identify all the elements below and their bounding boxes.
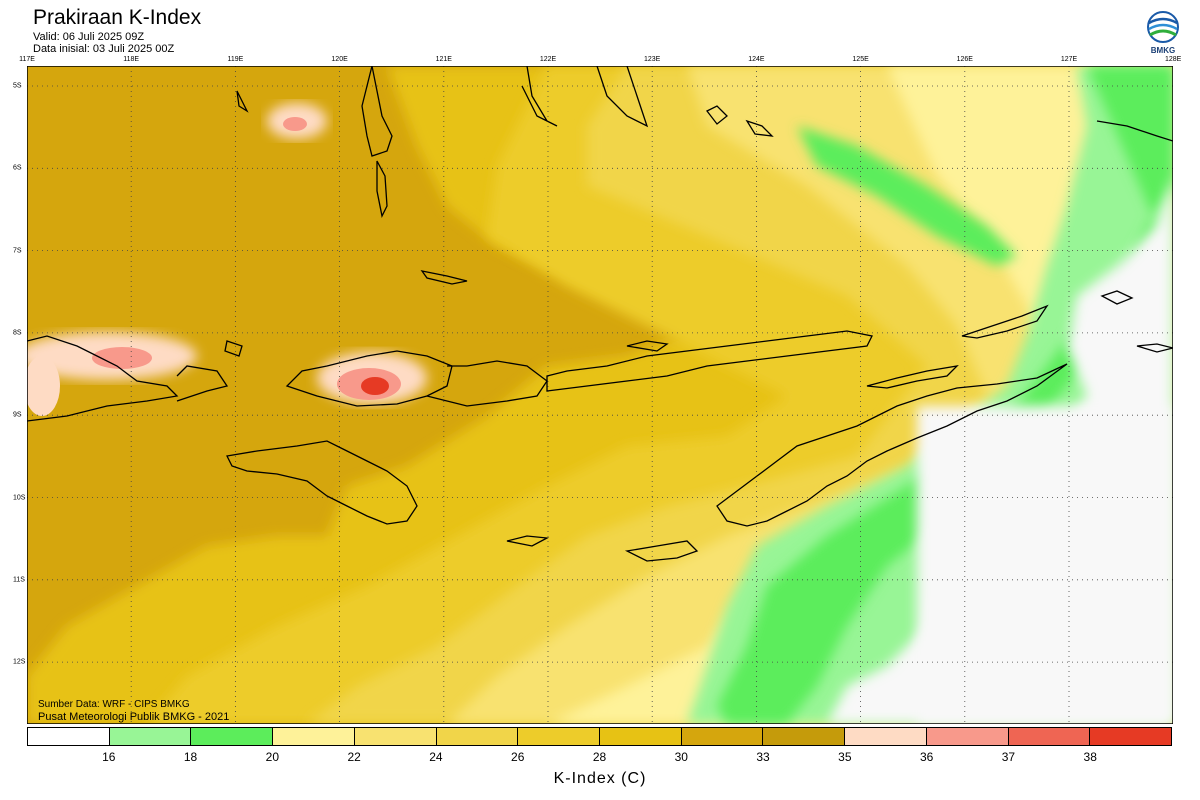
colorbar-segment — [681, 728, 764, 745]
colorbar-segment — [191, 728, 274, 745]
colorbar-title: K-Index (C) — [553, 770, 647, 787]
colorbar-tick-label: 28 — [592, 750, 607, 764]
warm-patch-west-core — [92, 347, 152, 369]
colorbar-segment — [518, 728, 601, 745]
colorbar-tick-label: 24 — [429, 750, 443, 764]
colorbar-tick-label: 18 — [183, 750, 198, 764]
page-title: Prakiraan K-Index — [33, 6, 202, 29]
colorbar-segment — [1008, 728, 1091, 745]
field-band-low-core — [917, 406, 1173, 724]
colorbar-tick-label: 16 — [102, 750, 116, 764]
longitude-tick-label: 125E — [852, 56, 869, 63]
warm-patch-west-edge — [27, 356, 60, 416]
longitude-tick-label: 124E — [748, 56, 765, 63]
latitude-tick-label: 6S — [13, 164, 22, 172]
warm-patch-central-core — [361, 377, 389, 395]
longitude-tick-label: 127E — [1060, 56, 1078, 63]
longitude-tick-label: 123E — [644, 56, 661, 63]
colorbar-tick-label: 33 — [756, 750, 770, 764]
longitude-tick-label: 128E — [1165, 56, 1182, 63]
longitude-tick-label: 120E — [331, 56, 348, 63]
colorbar-tick-label: 30 — [674, 750, 688, 764]
longitude-tick-label: 117E — [19, 56, 35, 63]
data-source: Sumber Data: WRF - CIPS BMKG — [38, 699, 190, 710]
longitude-tick-label: 118E — [123, 56, 140, 63]
colorbar-tick-label: 36 — [919, 750, 934, 764]
graticule — [27, 66, 1173, 724]
latitude-tick-label: 7S — [13, 247, 22, 255]
colorbar-segment — [845, 728, 927, 745]
bmkg-logo-icon: BMKG — [1143, 10, 1183, 56]
colorbar-segment — [354, 728, 437, 745]
longitude-tick-label: 121E — [435, 56, 452, 63]
latitude-tick-label: 9S — [13, 411, 22, 419]
init-time: Data inisial: 03 Juli 2025 00Z — [33, 43, 175, 55]
latitude-tick-label: 8S — [13, 329, 22, 337]
latitude-tick-label: 11S — [13, 576, 25, 584]
field-band-18 — [717, 66, 1173, 724]
colorbar-tick-label: 35 — [838, 750, 852, 764]
colorbar-tick-label: 37 — [1001, 750, 1016, 764]
coastlines — [27, 66, 1173, 562]
longitude-tick-label: 119E — [227, 56, 244, 63]
colorbar-segment — [600, 728, 682, 745]
longitude-tick-label: 126E — [956, 56, 973, 63]
latitude-tick-label: 12S — [13, 658, 26, 666]
k-index-map — [27, 66, 1173, 724]
field-streak — [797, 126, 1017, 266]
longitude-tick-label: 122E — [539, 56, 557, 63]
colorbar-tick-label: 22 — [347, 750, 361, 764]
colorbar-segment — [1090, 728, 1172, 745]
colorbar-segment — [763, 728, 846, 745]
colorbar-segment — [109, 728, 192, 745]
colorbar-tick-label: 38 — [1083, 750, 1097, 764]
colorbar-tick-label: 20 — [265, 750, 280, 764]
valid-time: Valid: 06 Juli 2025 09Z — [33, 31, 145, 43]
colorbar-segment — [926, 728, 1009, 745]
latitude-tick-label: 5S — [13, 82, 22, 90]
warm-patch-north-core — [283, 117, 307, 131]
colorbar — [27, 727, 1172, 746]
publisher-credit: Pusat Meteorologi Publik BMKG - 2021 — [38, 711, 230, 723]
colorbar-segment — [273, 728, 355, 745]
latitude-tick-label: 10S — [13, 494, 26, 501]
colorbar-segment — [436, 728, 519, 745]
colorbar-tick-label: 26 — [511, 750, 525, 764]
colorbar-segment — [28, 728, 110, 745]
